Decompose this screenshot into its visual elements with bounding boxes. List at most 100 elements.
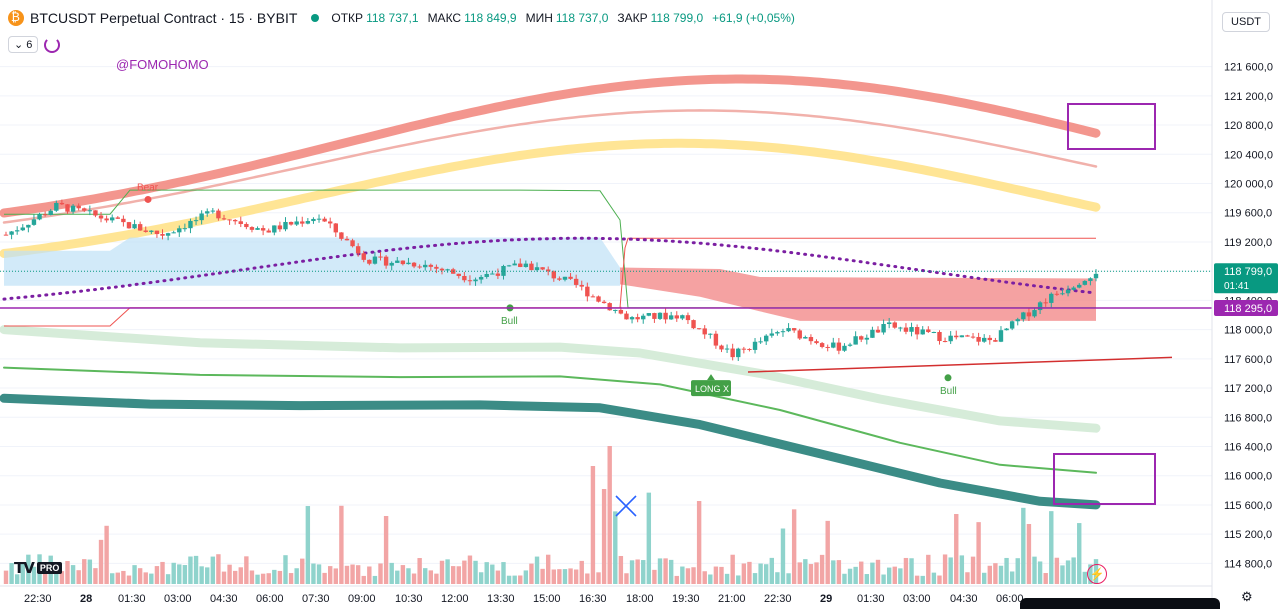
candle-body	[819, 343, 825, 347]
candle-body	[400, 260, 406, 265]
candle-body	[1060, 293, 1065, 295]
candle-body	[624, 313, 629, 320]
volume-bar	[613, 511, 618, 584]
refresh-icon[interactable]	[44, 36, 61, 53]
candle-body	[1054, 293, 1060, 295]
volume-bar	[154, 566, 160, 584]
candle-body	[1093, 273, 1099, 279]
pro-badge: PRO	[36, 562, 63, 574]
candle-body	[1037, 302, 1043, 311]
candle-body	[344, 238, 350, 241]
candle-body	[177, 228, 182, 233]
volume-bar	[836, 560, 842, 584]
candle-body	[445, 269, 450, 271]
volume-bar	[1026, 524, 1032, 584]
bar-countdown: 01:41	[1224, 281, 1249, 292]
volume-bar	[696, 501, 702, 584]
candle-body	[931, 331, 937, 333]
volume-bar	[959, 555, 965, 584]
candle-body	[20, 227, 25, 231]
candle-body	[110, 217, 115, 221]
candle-body	[232, 219, 238, 222]
lightning-icon[interactable]: ⚡	[1087, 564, 1107, 584]
volume-bar	[764, 564, 769, 584]
volume-bar	[411, 573, 417, 584]
time-tick-label: 04:30	[210, 593, 238, 605]
watermark-handle: @FOMOHOMO	[116, 57, 209, 72]
time-tick-label: 04:30	[950, 593, 978, 605]
candle-body	[1065, 289, 1071, 294]
candle-body	[467, 280, 473, 282]
candle-body	[898, 327, 903, 329]
volume-bar	[165, 574, 171, 584]
candle-body	[244, 223, 249, 228]
candle-body	[590, 296, 596, 298]
volume-bar	[221, 571, 227, 584]
candle-body	[775, 332, 780, 334]
symbol-title[interactable]: BTCUSDT Perpetual Contract · 15 · BYBIT	[30, 10, 298, 26]
volume-bar	[450, 566, 456, 584]
price-tick-label: 115 600,0	[1224, 500, 1272, 512]
candle-body	[859, 336, 864, 340]
volume-bar	[646, 492, 652, 584]
candle-body	[708, 333, 713, 335]
candle-body	[1077, 284, 1082, 288]
purple-rect-lower	[1053, 453, 1156, 505]
volume-bar	[825, 520, 830, 584]
low-label: МИН	[525, 11, 553, 25]
volume-bar	[484, 562, 489, 584]
time-tick-label: 06:00	[996, 593, 1024, 605]
volume-bar	[344, 565, 350, 584]
volume-bar	[803, 559, 808, 584]
candle-body	[870, 329, 875, 338]
candle-body	[970, 336, 976, 338]
volume-bar	[529, 563, 534, 584]
candle-body	[652, 313, 657, 319]
price-tick-label: 116 000,0	[1224, 471, 1272, 483]
candle-body	[260, 228, 266, 231]
candle-body	[143, 230, 148, 232]
volume-bar	[333, 568, 338, 584]
candle-body	[199, 213, 204, 221]
candle-body	[495, 273, 501, 276]
volume-bar	[948, 557, 953, 584]
volume-bar	[177, 564, 182, 584]
settings-icon[interactable]: ⚙	[1241, 589, 1253, 604]
candle-body	[808, 337, 814, 342]
candle-body	[361, 253, 366, 260]
candle-body	[98, 215, 104, 219]
volume-bar	[1060, 565, 1065, 584]
currency-selector[interactable]: USDT	[1222, 12, 1270, 32]
price-tick-label: 115 200,0	[1224, 529, 1272, 541]
volume-bar	[937, 575, 942, 584]
volume-bar	[786, 573, 791, 584]
candle-body	[456, 273, 461, 277]
candle-body	[210, 210, 216, 212]
time-tick-label: 09:00	[348, 593, 376, 605]
indicators-toggle-button[interactable]: ⌄ 6	[8, 36, 39, 53]
candle-body	[193, 220, 199, 222]
volume-bar	[724, 573, 730, 584]
volume-bar	[3, 570, 9, 584]
candle-body	[987, 337, 992, 341]
long-x-badge	[691, 380, 731, 397]
volume-bar	[439, 560, 445, 584]
change-value: +61,9 (+0,05%)	[712, 11, 795, 25]
tradingview-logo[interactable]: TV PRO	[14, 559, 63, 577]
volume-bar	[573, 569, 579, 584]
last-price-badge	[1214, 263, 1278, 294]
volume-bar	[389, 562, 394, 584]
candle-body	[881, 324, 886, 333]
candle-body	[300, 221, 305, 224]
volume-bar	[501, 562, 506, 584]
candle-body	[758, 341, 763, 343]
volume-bar	[1054, 557, 1060, 584]
ma-band-yellow	[0, 138, 1101, 258]
bear-label: Bear	[137, 182, 159, 193]
volume-bar	[445, 559, 450, 584]
volume-bar	[747, 561, 752, 584]
volume-bar	[775, 572, 780, 584]
time-tick-label: 03:00	[164, 593, 192, 605]
